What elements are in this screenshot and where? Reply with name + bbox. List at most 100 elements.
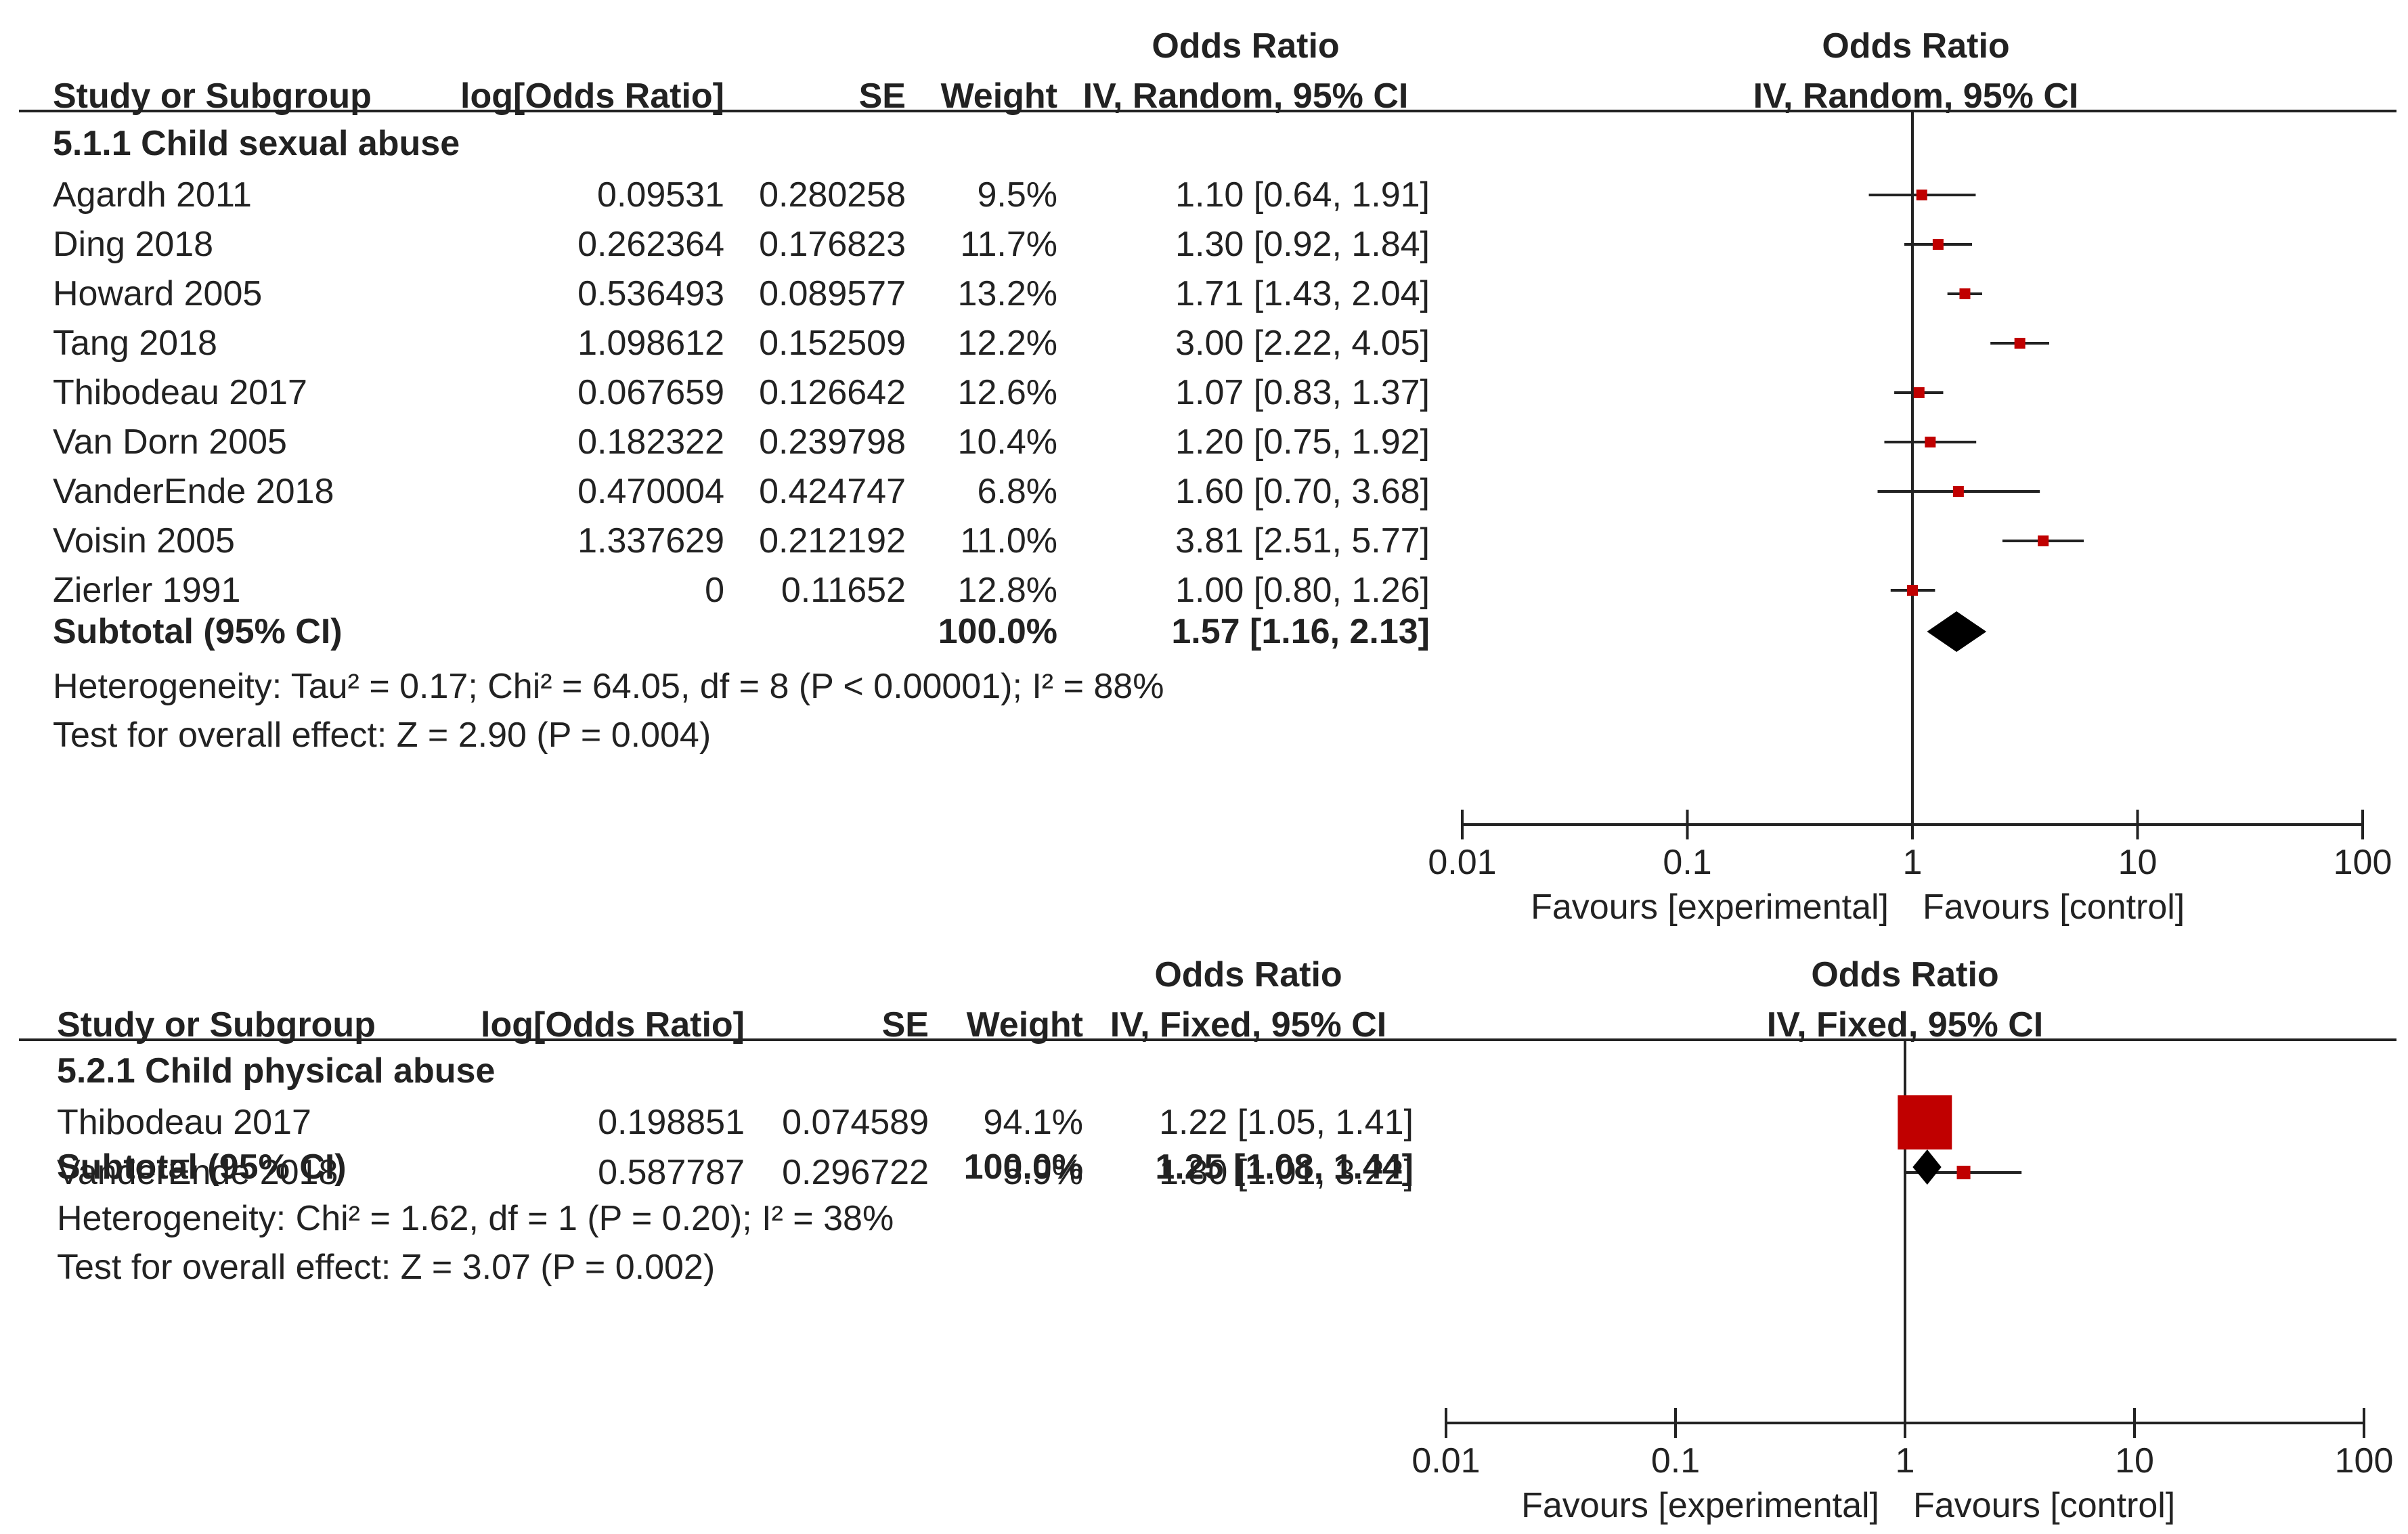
study-log-or: 0.182322 bbox=[577, 422, 724, 462]
subtotal-diamond bbox=[1927, 611, 1987, 652]
study-name: VanderEnde 2018 bbox=[57, 1153, 338, 1192]
study-log-or: 0 bbox=[705, 571, 724, 610]
subtotal-or-ci: 1.57 [1.16, 2.13] bbox=[1171, 612, 1430, 651]
study-weight: 94.1% bbox=[983, 1103, 1083, 1142]
study-se: 0.074589 bbox=[782, 1103, 929, 1142]
weight-column-header: Weight bbox=[966, 1005, 1083, 1045]
plot-method-header: IV, Fixed, 95% CI bbox=[1766, 1005, 2044, 1045]
study-name: Thibodeau 2017 bbox=[53, 373, 307, 412]
study-se: 0.176823 bbox=[759, 225, 906, 264]
se-column-header: SE bbox=[881, 1005, 929, 1045]
study-marker bbox=[1916, 190, 1927, 200]
study-or-ci: 1.20 [0.75, 1.92] bbox=[1175, 422, 1430, 462]
plot-column-title: Odds Ratio bbox=[1811, 955, 1999, 994]
study-or-ci: 1.00 [0.80, 1.26] bbox=[1175, 571, 1430, 610]
study-weight: 13.2% bbox=[957, 274, 1057, 313]
study-log-or: 1.098612 bbox=[577, 324, 724, 363]
study-se: 0.239798 bbox=[759, 422, 906, 462]
or-method-header: IV, Random, 95% CI bbox=[1082, 76, 1409, 116]
study-log-or: 0.470004 bbox=[577, 472, 724, 511]
subgroup-label: 5.1.1 Child sexual abuse bbox=[53, 124, 460, 163]
study-weight: 5.9% bbox=[1003, 1153, 1083, 1192]
study-or-ci: 1.10 [0.64, 1.91] bbox=[1175, 175, 1430, 215]
subtotal-weight: 100.0% bbox=[963, 1147, 1083, 1187]
overall-effect-text: Test for overall effect: Z = 3.07 (P = 0… bbox=[57, 1248, 716, 1287]
favours-left-label: Favours [experimental] bbox=[1521, 1486, 1879, 1525]
log-or-column-header: log[Odds Ratio] bbox=[481, 1005, 745, 1045]
x-axis-tick-label: 0.1 bbox=[1663, 843, 1712, 882]
study-name: Thibodeau 2017 bbox=[57, 1103, 311, 1142]
x-axis-tick-label: 10 bbox=[2118, 843, 2158, 882]
subtotal-or-ci: 1.25 [1.08, 1.44] bbox=[1155, 1147, 1414, 1187]
study-marker bbox=[1959, 288, 1971, 299]
study-se: 0.424747 bbox=[759, 472, 906, 511]
plot-method-header: IV, Random, 95% CI bbox=[1753, 76, 2079, 116]
study-log-or: 1.337629 bbox=[577, 521, 724, 561]
study-or-ci: 1.07 [0.83, 1.37] bbox=[1175, 373, 1430, 412]
study-column-header: Study or Subgroup bbox=[57, 1005, 376, 1045]
study-log-or: 0.262364 bbox=[577, 225, 724, 264]
x-axis-tick-label: 0.1 bbox=[1650, 1441, 1701, 1481]
or-method-header: IV, Fixed, 95% CI bbox=[1110, 1005, 1387, 1045]
study-log-or: 0.536493 bbox=[577, 274, 724, 313]
x-axis-tick-label: 1 bbox=[1902, 843, 1923, 882]
subtotal-label: Subtotal (95% CI) bbox=[53, 612, 343, 651]
se-column-header: SE bbox=[858, 76, 906, 116]
study-or-ci: 3.81 [2.51, 5.77] bbox=[1175, 521, 1430, 561]
heterogeneity-text: Heterogeneity: Tau² = 0.17; Chi² = 64.05… bbox=[53, 667, 1164, 706]
study-marker bbox=[2014, 338, 2026, 349]
x-axis-tick-label: 1 bbox=[1895, 1441, 1915, 1481]
study-se: 0.280258 bbox=[759, 175, 906, 215]
header-divider bbox=[19, 1038, 2396, 1041]
study-marker bbox=[1952, 486, 1964, 497]
study-log-or: 0.587787 bbox=[598, 1153, 745, 1192]
study-weight: 6.8% bbox=[977, 472, 1057, 511]
forest-plot-area bbox=[1461, 110, 2364, 839]
study-name: Agardh 2011 bbox=[53, 175, 252, 215]
study-se: 0.212192 bbox=[759, 521, 906, 561]
study-name: Voisin 2005 bbox=[53, 521, 235, 561]
study-or-ci: 1.71 [1.43, 2.04] bbox=[1175, 274, 1430, 313]
study-or-ci: 1.80 [1.01, 3.22] bbox=[1159, 1153, 1414, 1192]
study-marker bbox=[1913, 387, 1925, 398]
forest-panel-1: Odds Ratio Odds Ratio Study or Subgroup log… bbox=[0, 934, 2408, 1534]
study-name: Ding 2018 bbox=[53, 225, 214, 264]
study-name: VanderEnde 2018 bbox=[53, 472, 334, 511]
study-se: 0.089577 bbox=[759, 274, 906, 313]
study-weight: 9.5% bbox=[977, 175, 1057, 215]
study-log-or: 0.09531 bbox=[597, 175, 724, 215]
study-weight: 12.2% bbox=[957, 324, 1057, 363]
study-or-ci: 3.00 [2.22, 4.05] bbox=[1175, 324, 1430, 363]
subgroup-label: 5.2.1 Child physical abuse bbox=[57, 1051, 496, 1091]
header-divider bbox=[19, 110, 2396, 112]
study-marker bbox=[1925, 437, 1936, 447]
study-name: Tang 2018 bbox=[53, 324, 217, 363]
subtotal-weight: 100.0% bbox=[938, 612, 1057, 651]
study-name: Howard 2005 bbox=[53, 274, 263, 313]
study-or-ci: 1.22 [1.05, 1.41] bbox=[1159, 1103, 1414, 1142]
study-se: 0.152509 bbox=[759, 324, 906, 363]
study-se: 0.296722 bbox=[782, 1153, 929, 1192]
heterogeneity-text: Heterogeneity: Chi² = 1.62, df = 1 (P = … bbox=[57, 1199, 894, 1238]
x-axis-tick-label: 0.01 bbox=[1428, 843, 1497, 882]
forest-plot-area bbox=[1445, 1038, 2365, 1438]
log-or-column-header: log[Odds Ratio] bbox=[460, 76, 724, 116]
or-column-title: Odds Ratio bbox=[1152, 26, 1340, 66]
x-axis-tick-label: 100 bbox=[2333, 843, 2392, 882]
study-log-or: 0.067659 bbox=[577, 373, 724, 412]
study-marker bbox=[2038, 535, 2049, 546]
x-axis-tick-label: 100 bbox=[2334, 1441, 2394, 1481]
or-column-title: Odds Ratio bbox=[1154, 955, 1342, 994]
plot-column-title: Odds Ratio bbox=[1822, 26, 2010, 66]
study-weight: 10.4% bbox=[957, 422, 1057, 462]
x-axis-tick-label: 10 bbox=[2115, 1441, 2154, 1481]
study-or-ci: 1.30 [0.92, 1.84] bbox=[1175, 225, 1430, 264]
favours-left-label: Favours [experimental] bbox=[1531, 887, 1889, 927]
study-marker bbox=[1956, 1165, 1971, 1180]
study-marker bbox=[1932, 239, 1944, 250]
study-weight: 12.6% bbox=[957, 373, 1057, 412]
favours-right-label: Favours [control] bbox=[1923, 887, 2185, 927]
study-weight: 11.7% bbox=[960, 225, 1057, 264]
overall-effect-text: Test for overall effect: Z = 2.90 (P = 0… bbox=[53, 716, 712, 755]
weight-column-header: Weight bbox=[940, 76, 1057, 116]
